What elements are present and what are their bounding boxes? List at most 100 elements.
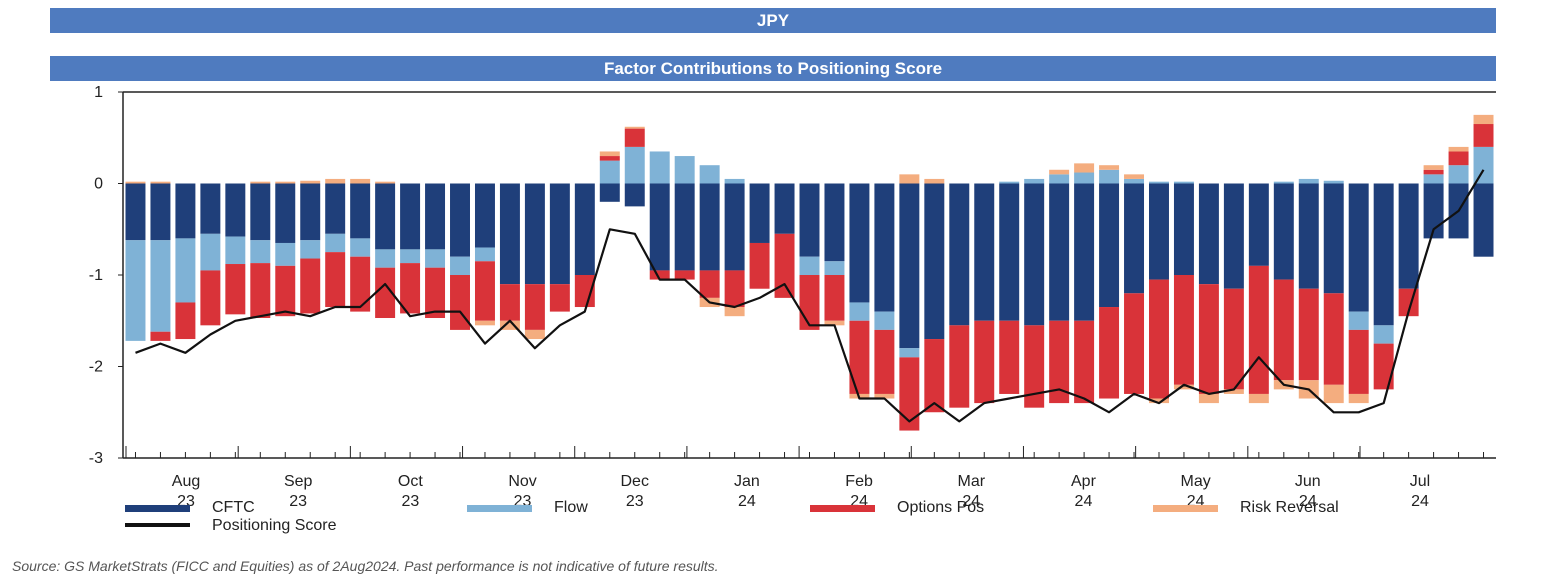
bar-options-pos	[1198, 284, 1219, 394]
bar-risk-reversal	[1448, 146, 1469, 152]
bar-options-pos	[1248, 265, 1269, 394]
bar-flow	[175, 238, 196, 303]
bar-options-pos	[824, 275, 845, 321]
bar-flow	[674, 156, 695, 184]
bar-risk-reversal	[300, 180, 321, 184]
bar-cftc	[1373, 183, 1394, 326]
bar-risk-reversal	[1049, 169, 1070, 175]
bar-flow	[874, 311, 895, 330]
bar-options-pos	[1423, 169, 1444, 175]
bar-options-pos	[724, 270, 745, 308]
bar-options-pos	[874, 329, 895, 394]
bar-risk-reversal	[150, 181, 171, 184]
x-tick-label-month: Mar	[957, 473, 985, 490]
bar-options-pos	[1049, 320, 1070, 404]
bar-flow	[400, 249, 421, 264]
legend-swatch-flow	[467, 505, 532, 512]
bar-cftc	[425, 183, 446, 250]
bar-cftc	[375, 183, 396, 250]
bar-cftc	[774, 183, 795, 234]
bar-options-pos	[1024, 325, 1045, 408]
x-tick-label-month: Nov	[508, 473, 536, 490]
bar-options-pos	[1099, 307, 1120, 399]
bar-options-pos	[1298, 288, 1319, 381]
bar-cftc	[924, 183, 945, 340]
bar-cftc	[649, 183, 670, 271]
y-tick-label: -2	[89, 359, 103, 376]
bar-options-pos	[624, 128, 645, 147]
bar-options-pos	[799, 275, 820, 330]
x-tick-label-year: 23	[626, 493, 644, 510]
bar-cftc	[1323, 183, 1344, 294]
bar-options-pos	[425, 267, 446, 319]
bar-flow	[1024, 178, 1045, 184]
bar-risk-reversal	[325, 178, 346, 184]
bar-cftc	[1298, 183, 1319, 289]
bar-flow	[999, 181, 1020, 184]
bar-cftc	[799, 183, 820, 257]
bar-risk-reversal	[1198, 393, 1219, 404]
bar-options-pos	[325, 252, 346, 308]
bar-options-pos	[225, 264, 246, 315]
bar-options-pos	[524, 284, 545, 330]
bar-flow	[824, 261, 845, 275]
bar-options-pos	[999, 320, 1020, 394]
bar-flow	[275, 242, 296, 266]
bar-risk-reversal	[1223, 389, 1244, 394]
legend-label-risk-reversal: Risk Reversal	[1240, 499, 1339, 516]
bar-options-pos	[1173, 275, 1194, 385]
bar-risk-reversal	[924, 178, 945, 184]
legend-label-options-pos: Options Pos	[897, 499, 985, 516]
bar-flow	[350, 238, 371, 257]
bar-options-pos	[1323, 293, 1344, 385]
x-tick-label-month: Oct	[398, 473, 423, 490]
y-tick-label: -1	[89, 267, 103, 284]
source-note: Source: GS MarketStrats (FICC and Equiti…	[12, 558, 719, 574]
legend-label-positioning-score: Positioning Score	[212, 517, 337, 534]
bar-risk-reversal	[250, 181, 271, 184]
bar-flow	[899, 348, 920, 358]
bar-cftc	[225, 183, 246, 237]
bar-cftc	[849, 183, 870, 303]
legend-label-flow: Flow	[554, 499, 588, 516]
bar-flow	[474, 247, 495, 262]
bar-options-pos	[674, 270, 695, 280]
bar-flow	[300, 240, 321, 259]
bar-cftc	[1398, 183, 1419, 289]
positioning-score-line	[135, 169, 1485, 423]
bar-flow	[1348, 311, 1369, 330]
x-tick-label-month: Feb	[845, 473, 873, 490]
bar-cftc	[1049, 183, 1070, 321]
bar-flow	[1473, 146, 1494, 184]
bar-options-pos	[1448, 151, 1469, 166]
y-tick-label: 0	[94, 176, 103, 193]
bar-risk-reversal	[1473, 114, 1494, 125]
bar-cftc	[1149, 183, 1169, 280]
bar-flow	[200, 233, 221, 271]
bar-options-pos	[250, 263, 271, 319]
bar-options-pos	[749, 242, 770, 289]
bar-flow	[1149, 181, 1169, 184]
bar-flow	[1423, 174, 1444, 184]
bar-options-pos	[150, 331, 171, 341]
bar-risk-reversal	[474, 320, 495, 326]
bar-risk-reversal	[1074, 163, 1095, 173]
x-tick-label-year: 24	[738, 493, 756, 510]
bar-risk-reversal	[824, 320, 845, 326]
bar-risk-reversal	[874, 393, 895, 399]
bar-cftc	[125, 183, 146, 241]
bar-cftc	[175, 183, 196, 239]
bar-options-pos	[275, 265, 296, 317]
bar-risk-reversal	[499, 320, 520, 330]
y-tick-label: 1	[94, 84, 103, 101]
bar-cftc	[824, 183, 845, 262]
bar-cftc	[200, 183, 221, 234]
bar-cftc	[1273, 183, 1294, 280]
bar-flow	[150, 240, 171, 332]
bar-risk-reversal	[724, 307, 745, 317]
bar-flow	[1448, 165, 1469, 184]
bar-options-pos	[1348, 329, 1369, 394]
bar-options-pos	[1223, 288, 1244, 390]
bar-options-pos	[1273, 279, 1294, 381]
bar-flow	[599, 160, 620, 184]
